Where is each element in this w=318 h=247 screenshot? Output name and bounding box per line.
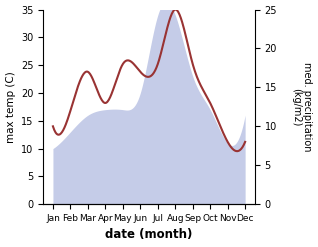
Y-axis label: med. precipitation
(kg/m2): med. precipitation (kg/m2)	[291, 62, 313, 152]
Y-axis label: max temp (C): max temp (C)	[5, 71, 16, 143]
X-axis label: date (month): date (month)	[105, 228, 193, 242]
